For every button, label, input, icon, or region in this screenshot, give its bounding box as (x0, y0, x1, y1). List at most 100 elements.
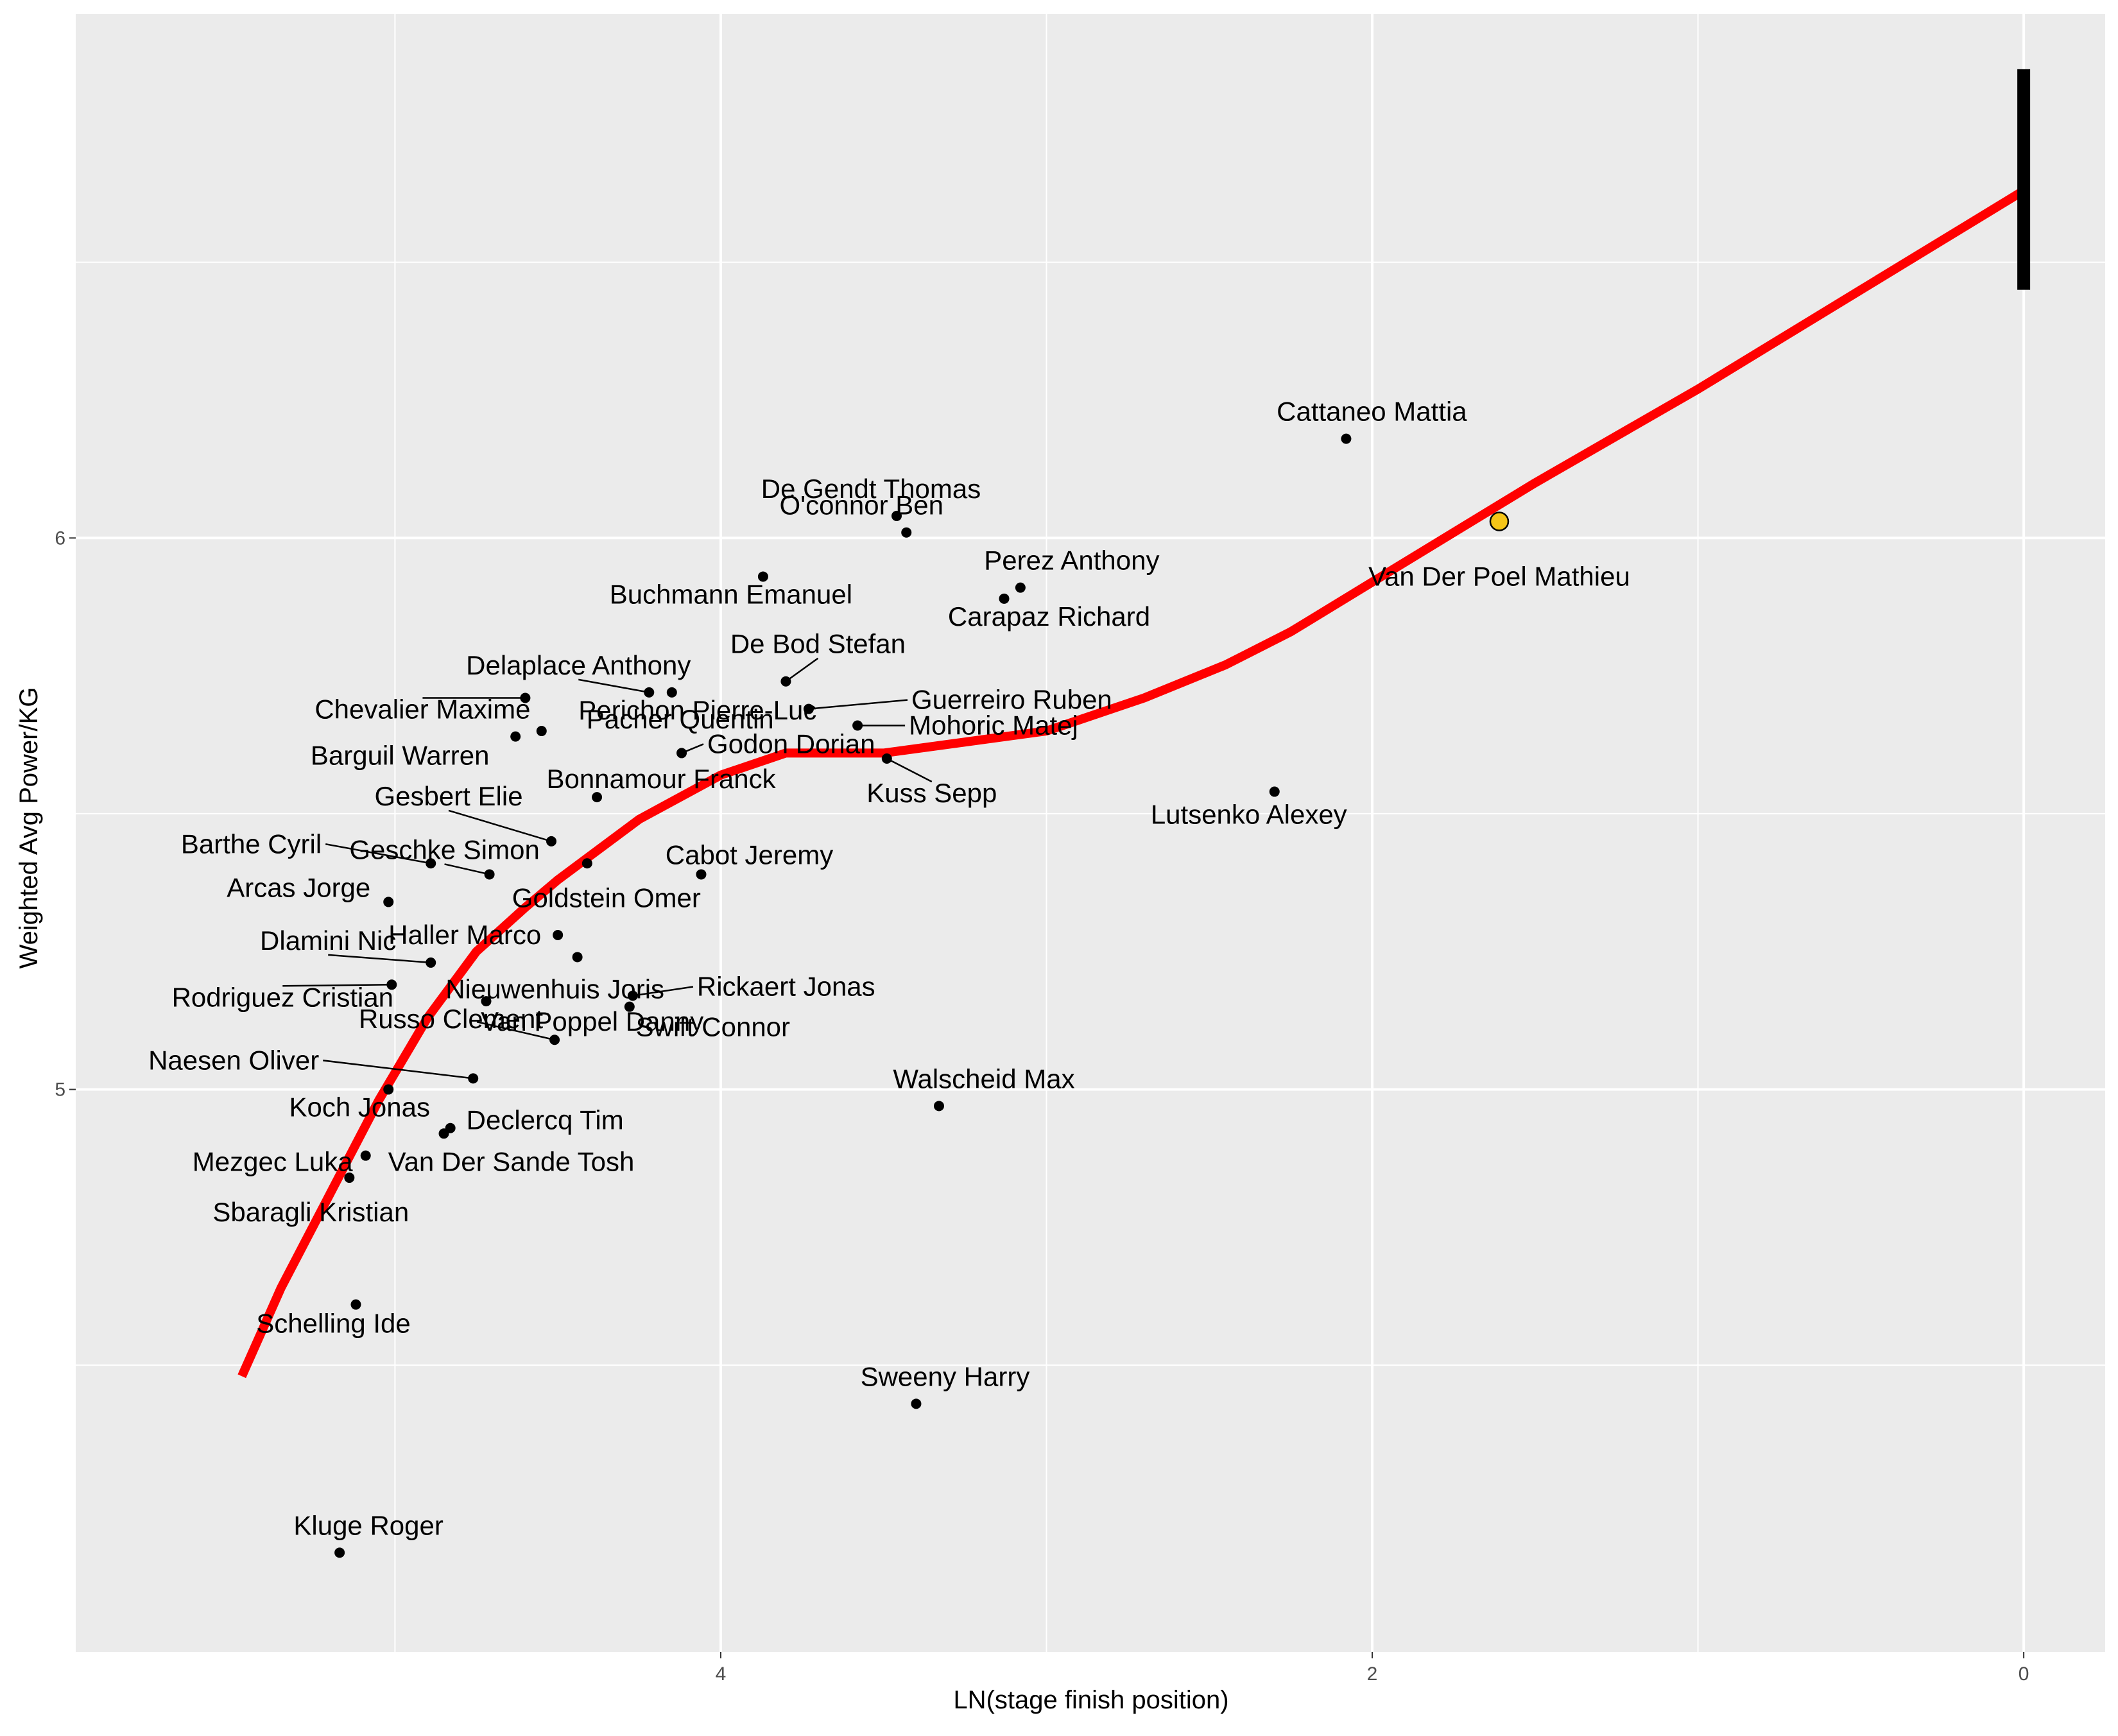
point-label-perez-anthony: Perez Anthony (984, 546, 1159, 576)
x-axis-title: LN(stage finish position) (953, 1686, 1228, 1714)
point-label-sbaragli-kristian: Sbaragli Kristian (212, 1197, 409, 1227)
point-label-barthe-cyril: Barthe Cyril (181, 829, 322, 859)
point-label-swift-connor: Swift Connor (636, 1012, 790, 1042)
point-label-godon-dorian: Godon Dorian (707, 728, 875, 759)
data-point-de-bod-stefan (780, 676, 791, 687)
point-label-carapaz-richard: Carapaz Richard (948, 601, 1150, 632)
point-label-mohoric-matej: Mohoric Matej (909, 710, 1078, 740)
label-leader-line (328, 954, 431, 964)
data-point-walscheid-max (933, 1101, 944, 1112)
data-point-godon-dorian (676, 748, 687, 759)
point-label-declercq-tim: Declercq Tim (467, 1105, 624, 1135)
data-point-van-der-sande-tosh (438, 1128, 449, 1139)
point-label-arcas-jorge: Arcas Jorge (227, 872, 370, 902)
point-label-nieuwenhuis-joris: Nieuwenhuis Joris (445, 974, 664, 1004)
point-label-naesen-oliver: Naesen Oliver (148, 1045, 319, 1075)
label-leader-line (282, 984, 392, 987)
trend-line (237, 187, 2026, 1379)
point-label-pacher-quentin: Pacher Quentin (587, 704, 774, 734)
point-label-de-gendt-thomas: De Gendt Thomas (761, 474, 981, 504)
point-label-lutsenko-alexey: Lutsenko Alexey (1151, 800, 1347, 830)
label-leader-line (578, 678, 650, 694)
point-label-sweeny-harry: Sweeny Harry (861, 1361, 1030, 1391)
label-leader-line (886, 757, 933, 783)
point-label-perichon-pierre-luc: Perichon Pierre-Luc (578, 695, 816, 725)
point-label-kuss-sepp: Kuss Sepp (866, 778, 997, 808)
trend-layer (237, 187, 2026, 1379)
point-label-delaplace-anthony: Delaplace Anthony (466, 650, 691, 680)
point-label-van-der-poel-mathieu: Van Der Poel Mathieu (1368, 562, 1630, 592)
point-label-russo-clement: Russo Clement (359, 1004, 543, 1034)
data-point-lutsenko-alexey (1269, 786, 1280, 797)
data-point-barguil-warren (510, 731, 521, 742)
point-label-van-poppel-danny: Van Poppel Danny (481, 1006, 703, 1036)
data-point-kluge-roger (334, 1547, 345, 1558)
data-point-pacher-quentin (536, 726, 547, 737)
label-leader-lines (282, 657, 933, 1079)
point-label-chevalier-maxime: Chevalier Maxime (314, 694, 530, 724)
data-point-delaplace-anthony (644, 687, 655, 698)
data-point-nieuwenhuis-joris (572, 952, 583, 963)
point-label-kluge-roger: Kluge Roger (293, 1510, 443, 1540)
data-point-barthe-cyril (426, 858, 436, 869)
point-label-buchmann-emanuel: Buchmann Emanuel (610, 579, 852, 609)
label-leader-line (632, 986, 694, 997)
data-point-perichon-pierre-luc (666, 687, 677, 698)
data-point-naesen-oliver (468, 1073, 479, 1084)
data-point-rodriguez-cristian (386, 979, 397, 990)
x-tick-label: 0 (2019, 1663, 2029, 1685)
label-leader-line (448, 809, 552, 843)
point-label-gesbert-elie: Gesbert Elie (374, 781, 522, 811)
point-label-rickaert-jonas: Rickaert Jonas (697, 971, 875, 1001)
data-point-mohoric-matej (852, 720, 863, 731)
point-label-cabot-jeremy: Cabot Jeremy (666, 839, 833, 870)
data-point-koch-jonas (383, 1084, 394, 1095)
point-label-cattaneo-mattia: Cattaneo Mattia (1277, 397, 1467, 427)
data-point-kuss-sepp (881, 753, 892, 764)
data-point-perez-anthony (1015, 582, 1026, 593)
data-point-arcas-jorge (383, 897, 394, 907)
data-point-haller-marco (553, 929, 564, 940)
data-point-van-poppel-danny (549, 1035, 560, 1045)
point-label-mezgec-luka: Mezgec Luka (193, 1147, 353, 1177)
y-tick-label: 6 (55, 528, 65, 549)
point-label-barguil-warren: Barguil Warren (311, 741, 490, 771)
point-label-geschke-simon: Geschke Simon (349, 834, 539, 864)
data-point-russo-clement (481, 996, 492, 1007)
point-label-de-bod-stefan: De Bod Stefan (730, 629, 906, 659)
grid-lines (76, 14, 2105, 1652)
data-point-dlamini-nic (426, 957, 436, 968)
y-axis-title: Weighted Avg Power/KG (15, 687, 43, 969)
label-leader-line (808, 699, 908, 710)
data-point-carapaz-richard (999, 593, 1010, 604)
data-point-sbaragli-kristian (344, 1173, 355, 1183)
point-label-bonnamour-franck: Bonnamour Franck (546, 764, 776, 794)
point-label-rodriguez-cristian: Rodriguez Cristian (172, 982, 393, 1012)
panel-background (76, 14, 2105, 1652)
data-point-chevalier-maxime (520, 692, 531, 703)
y-tick-label: 5 (55, 1079, 65, 1101)
point-label-koch-jonas: Koch Jonas (289, 1092, 430, 1122)
data-point-o-connor-ben (901, 527, 912, 538)
point-label-guerreiro-ruben: Guerreiro Ruben (911, 685, 1112, 715)
label-leader-line (444, 863, 490, 875)
label-leader-line (785, 657, 819, 682)
data-point-de-gendt-thomas (891, 510, 902, 521)
label-leader-line (476, 1021, 555, 1041)
data-point-guerreiro-ruben (803, 703, 814, 714)
point-label-walscheid-max: Walscheid Max (893, 1063, 1074, 1094)
axes: 4 2 0 5 6 (55, 528, 2029, 1685)
label-leader-line (323, 1060, 474, 1079)
point-label-o-connor-ben: O'connor Ben (779, 490, 943, 520)
point-label-dlamini-nic: Dlamini Nic (260, 925, 396, 956)
data-point-bonnamour-franck (592, 792, 603, 803)
point-label-schelling-ide: Schelling Ide (256, 1309, 411, 1339)
data-point-goldstein-omer (581, 858, 592, 869)
data-point-rickaert-jonas (627, 990, 638, 1001)
point-label-haller-marco: Haller Marco (388, 920, 541, 950)
data-point-buchmann-emanuel (757, 571, 768, 582)
x-tick-label: 2 (1367, 1663, 1378, 1685)
